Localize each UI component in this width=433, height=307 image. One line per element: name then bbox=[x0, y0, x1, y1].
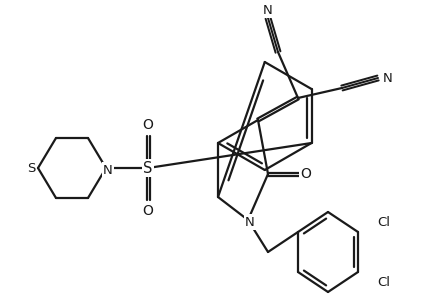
Text: N: N bbox=[383, 72, 393, 84]
Text: O: O bbox=[142, 204, 153, 218]
Text: Cl: Cl bbox=[378, 216, 391, 228]
Text: S: S bbox=[27, 161, 35, 174]
Text: S: S bbox=[143, 161, 153, 176]
Text: N: N bbox=[245, 216, 255, 228]
Text: Cl: Cl bbox=[378, 275, 391, 289]
Text: O: O bbox=[301, 167, 311, 181]
Text: O: O bbox=[142, 118, 153, 132]
Text: N: N bbox=[103, 164, 113, 177]
Text: N: N bbox=[263, 3, 273, 17]
